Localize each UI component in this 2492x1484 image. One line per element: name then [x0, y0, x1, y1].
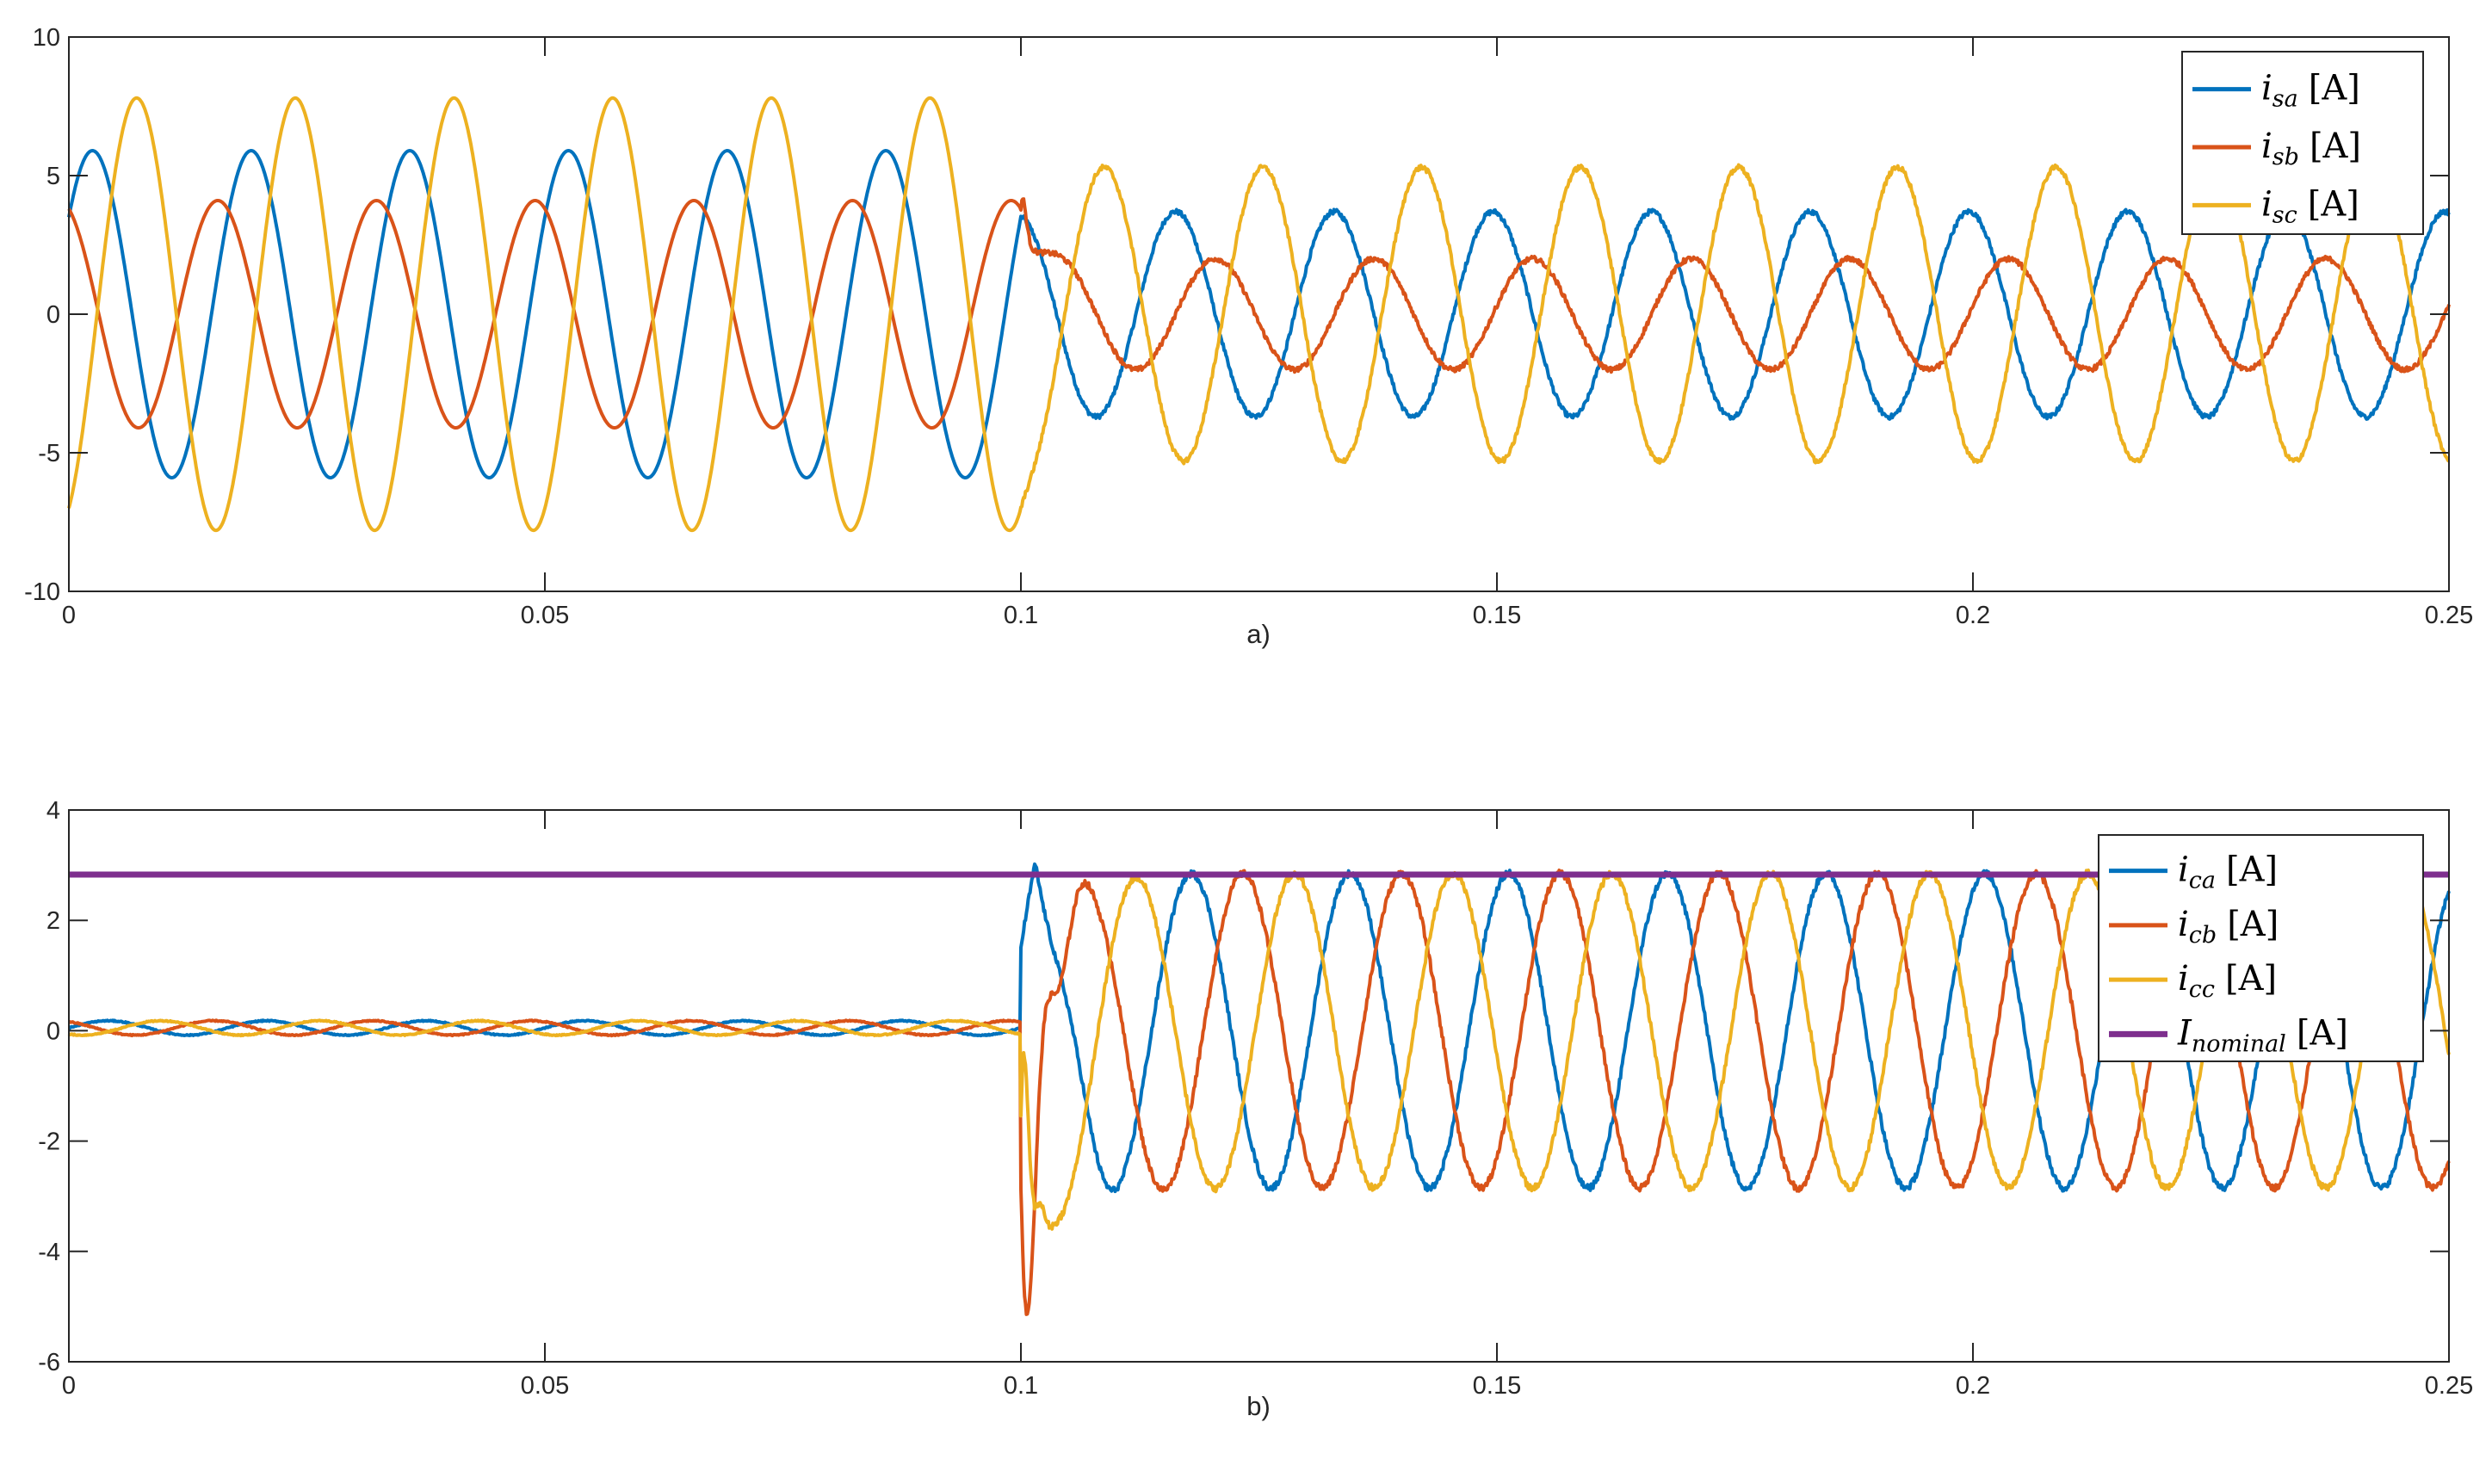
legend-label: ica [A]	[2178, 850, 2278, 894]
y-tick-label: 4	[46, 797, 60, 825]
y-tick-label: 0	[46, 301, 60, 329]
legend-label: icc [A]	[2178, 959, 2277, 1003]
chart-b-caption: b)	[1246, 1391, 1271, 1421]
y-tick-label: 2	[46, 907, 60, 935]
chart-a-ticks: 0 0.05 0.1 0.15 0.2 0.25 10 5 0 -5 -10	[24, 24, 2473, 629]
series-line-a-1	[67, 197, 2451, 430]
legend-label: isa [A]	[2261, 69, 2360, 113]
series-line-b-2	[67, 869, 2451, 1231]
y-tick-label: -6	[38, 1349, 60, 1376]
legend-label: isb [A]	[2261, 127, 2361, 170]
y-tick-label: -10	[24, 578, 60, 606]
y-tick-label: 5	[46, 163, 60, 190]
x-tick-label: 0.15	[1473, 1372, 1521, 1400]
x-tick-label: 0.05	[521, 602, 569, 629]
x-tick-label: 0	[62, 602, 76, 629]
chart-b-axes-box	[68, 809, 2450, 1363]
x-tick-label: 0.15	[1473, 602, 1521, 629]
x-tick-label: 0.05	[521, 1372, 569, 1400]
y-tick-label: 0	[46, 1017, 60, 1045]
legend-label: Inominal [A]	[2177, 1013, 2348, 1057]
x-tick-label: 0.2	[1956, 602, 1990, 629]
x-tick-label: 0.1	[1004, 1372, 1038, 1400]
series-line-b-0	[67, 862, 2451, 1194]
series-line-b-1	[68, 869, 2451, 1316]
x-tick-label: 0.25	[2425, 1372, 2473, 1400]
x-tick-label: 0.25	[2425, 602, 2473, 629]
chart-b-ticks: 0 0.05 0.1 0.15 0.2 0.25 4 2 0 -2 -4 -6	[38, 797, 2473, 1400]
series-line-a-0	[67, 149, 2451, 479]
x-tick-label: 0.2	[1956, 1372, 1990, 1400]
series-line-a-2	[67, 96, 2451, 533]
y-tick-label: -4	[38, 1239, 60, 1266]
y-tick-label: -2	[38, 1128, 60, 1156]
y-tick-label: 10	[33, 24, 60, 52]
x-tick-label: 0.1	[1004, 602, 1038, 629]
chart-b-legend: ica [A] icb [A] icc [A] Inominal [A]	[2098, 834, 2424, 1062]
chart-a-legend: isa [A] isb [A] isc [A]	[2181, 51, 2424, 235]
legend-label: icb [A]	[2178, 905, 2279, 949]
legend-label: isc [A]	[2261, 184, 2359, 228]
chart-a-series	[67, 96, 2451, 533]
chart-b-series	[67, 862, 2451, 1316]
chart-a-caption: a)	[1246, 619, 1271, 649]
y-tick-label: -5	[38, 440, 60, 467]
x-tick-label: 0	[62, 1372, 76, 1400]
